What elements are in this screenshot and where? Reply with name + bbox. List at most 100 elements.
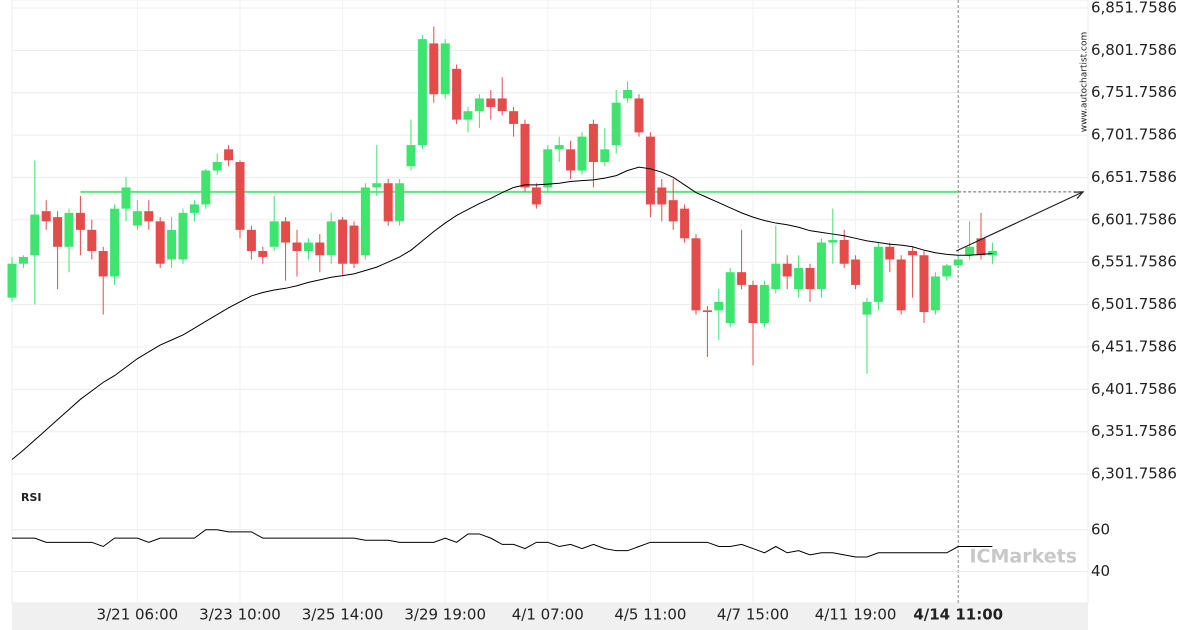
candle-body — [896, 259, 906, 311]
x-tick-label: 3/23 10:00 — [199, 606, 281, 624]
rsi-line — [12, 529, 993, 558]
candle-body — [178, 212, 188, 260]
candle-body — [417, 39, 427, 146]
y-tick-label: 6,651.7586 — [1091, 168, 1177, 186]
candle-body — [873, 246, 883, 302]
candle-body — [623, 90, 633, 99]
candle-body — [75, 212, 85, 230]
y-tick-label: 6,351.7586 — [1091, 422, 1177, 440]
candle-body — [794, 267, 804, 290]
candle-body — [201, 170, 211, 205]
x-tick-label: 4/5 11:00 — [614, 606, 686, 624]
watermark: www.autochartist.com — [1080, 32, 1090, 133]
candle-body — [645, 136, 655, 205]
candle-body — [486, 98, 496, 107]
y-tick-label: 6,701.7586 — [1091, 126, 1177, 144]
candle-body — [691, 238, 701, 311]
candle-body — [862, 301, 872, 315]
candle-body — [281, 221, 291, 243]
candle-body — [98, 251, 108, 277]
panel-title: RSI — [21, 491, 42, 504]
y-tick-label: 6,801.7586 — [1091, 41, 1177, 59]
y-tick-label: 6,751.7586 — [1091, 83, 1177, 101]
candle-body — [577, 136, 587, 171]
y-tick-label: 6,501.7586 — [1091, 295, 1177, 313]
x-tick-label: 4/1 07:00 — [512, 606, 584, 624]
candle-body — [64, 212, 74, 247]
candle-body — [851, 259, 861, 285]
candle-body — [737, 272, 747, 285]
candle-body — [41, 211, 51, 222]
candle-body — [87, 229, 97, 252]
candle-body — [611, 102, 621, 146]
y-tick-label: 6,551.7586 — [1091, 253, 1177, 271]
y-tick-label: 6,601.7586 — [1091, 210, 1177, 228]
x-tick-label: 4/7 15:00 — [717, 606, 789, 624]
x-tick-label: 3/29 19:00 — [404, 606, 486, 624]
candle-body — [634, 98, 644, 133]
arrow-head — [1073, 191, 1085, 199]
candle-body — [155, 221, 165, 264]
candle-body — [372, 183, 382, 188]
candle-body — [349, 225, 359, 264]
candle-body — [702, 310, 712, 313]
candle-body — [429, 43, 439, 95]
x-tick-label: 4/11 19:00 — [815, 606, 897, 624]
x-axis-band — [12, 603, 1088, 630]
candle-body — [258, 251, 268, 257]
candle-body — [965, 246, 975, 256]
candle-body — [919, 255, 929, 313]
x-tick-label: 4/14 11:00 — [913, 606, 1003, 624]
candle-body — [303, 242, 313, 252]
candle-body — [406, 145, 416, 167]
candle-body — [315, 242, 325, 256]
candle-body — [246, 229, 256, 252]
candle-body — [588, 123, 598, 163]
candle-body — [816, 242, 826, 290]
y-tick-label: 60 — [1091, 520, 1110, 538]
candle-body — [110, 208, 120, 277]
candle-body — [53, 217, 63, 247]
candle-body — [224, 149, 234, 161]
y-tick-label: 40 — [1091, 562, 1110, 580]
candle-body — [509, 111, 519, 124]
moving-average — [11, 166, 993, 460]
candle-body — [725, 272, 735, 324]
candle-body — [953, 259, 963, 266]
candle-body — [520, 123, 530, 188]
candle-body — [543, 149, 553, 188]
candle-body — [395, 183, 405, 222]
candle-body — [463, 111, 473, 120]
candle-body — [292, 242, 302, 252]
y-tick-label: 6,451.7586 — [1091, 337, 1177, 355]
candle-body — [531, 187, 541, 205]
candle-body — [987, 251, 997, 256]
candle-body — [771, 263, 781, 290]
candle-body — [908, 251, 918, 256]
candle-body — [554, 145, 564, 150]
candle-body — [930, 276, 940, 311]
candle-body — [18, 256, 28, 264]
x-tick-label: 3/21 06:00 — [97, 606, 179, 624]
candle-body — [748, 284, 758, 324]
candle-body — [7, 263, 17, 298]
x-tick-label: 3/25 14:00 — [302, 606, 384, 624]
candle-body — [235, 162, 245, 230]
candle-body — [828, 240, 838, 243]
y-tick-label: 6,401.7586 — [1091, 380, 1177, 398]
candle-body — [360, 187, 370, 256]
candle-body — [474, 98, 484, 112]
candle-body — [566, 149, 576, 171]
candle-body — [440, 43, 450, 95]
candle-body — [212, 162, 222, 171]
candle-body — [452, 68, 462, 120]
candle-body — [782, 263, 792, 277]
candle-body — [326, 221, 336, 256]
candle-body — [885, 246, 895, 260]
candle-body — [121, 187, 131, 209]
candle-body — [805, 267, 815, 290]
candle-body — [497, 98, 507, 112]
y-tick-label: 6,301.7586 — [1091, 465, 1177, 483]
candle-body — [657, 187, 667, 205]
